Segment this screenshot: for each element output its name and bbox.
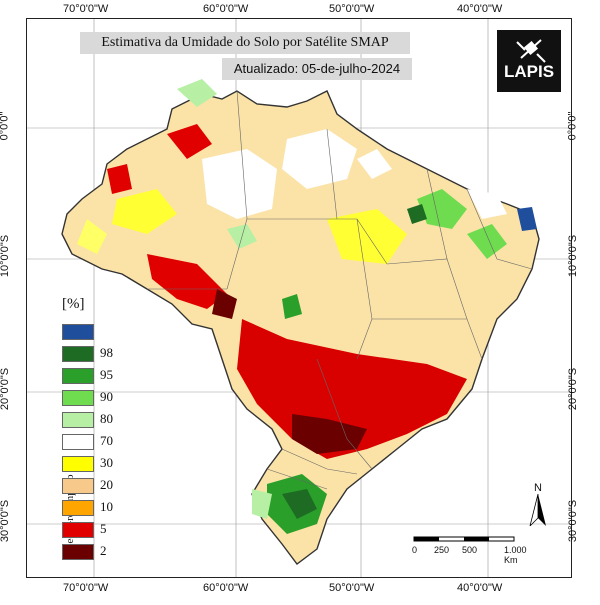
legend-swatch (62, 346, 94, 362)
scale-tick-250: 250 (434, 545, 450, 555)
left-lat-label-2: 10°0'0"S (0, 234, 12, 278)
legend-label: 30 (100, 455, 113, 470)
legend-swatch (62, 368, 94, 384)
legend-label: 98 (100, 345, 113, 360)
legend-label: 80 (100, 411, 113, 426)
bottom-lon-label-1: 70°0'0"W (63, 582, 109, 594)
bottom-lon-label-3: 50°0'0"W (329, 582, 375, 594)
right-lat-label-1: 0°0'0" (566, 111, 579, 141)
right-lat-label-4: 30°0'0"S (567, 499, 580, 543)
legend-label: 20 (100, 477, 113, 492)
legend-title: [%] (62, 296, 85, 312)
legend-swatch (62, 500, 94, 516)
left-lat-label-1: 0°0'0" (0, 111, 11, 141)
soil-moisture-map (27, 19, 571, 577)
north-label: N (534, 482, 542, 494)
logo-text: LAPIS (503, 62, 555, 81)
legend-label: 10 (100, 499, 113, 514)
top-lon-label-1: 70°0'0"W (63, 3, 109, 15)
top-lon-label-3: 50°0'0"W (329, 3, 375, 15)
satellite-icon (516, 39, 546, 63)
top-lon-label-4: 40°0'0"W (457, 3, 503, 15)
legend-label: 70 (100, 433, 113, 448)
scale-tick-0: 0 (412, 545, 418, 555)
legend-swatch (62, 324, 94, 340)
legend-swatch (62, 522, 94, 538)
scale-tick-1000: 1.000 Km (504, 545, 527, 565)
legend-label: 90 (100, 389, 113, 404)
scale-tick-500: 500 (462, 545, 478, 555)
legend-label: 2 (100, 543, 107, 558)
legend-swatch (62, 544, 94, 560)
legend-swatch (62, 412, 94, 428)
north-arrow-icon (529, 493, 546, 528)
right-lat-label-2: 10°0'0"S (567, 234, 580, 278)
lapis-logo: LAPIS (497, 30, 561, 92)
map-frame (26, 18, 572, 578)
legend-label: 5 (100, 521, 107, 536)
north-arrow: N (528, 482, 548, 528)
bottom-lon-label-2: 60°0'0"W (203, 582, 249, 594)
left-lat-label-4: 30°0'0"S (0, 499, 12, 543)
moisture-patches (77, 79, 537, 534)
scale-bar: 0 250 500 1.000 Km (412, 535, 532, 565)
legend-swatch (62, 478, 94, 494)
map-title: Estimativa da Umidade do Solo por Satéli… (80, 32, 410, 54)
legend-swatch (62, 390, 94, 406)
legend-label: 95 (100, 367, 113, 382)
update-date: Atualizado: 05-de-julho-2024 (222, 58, 412, 80)
legend-swatch (62, 434, 94, 450)
left-lat-label-3: 20°0'0"S (0, 367, 12, 411)
state-borders (147, 90, 533, 490)
bottom-lon-label-4: 40°0'0"W (457, 582, 503, 594)
legend-swatch (62, 456, 94, 472)
scale-bar-graphic (413, 536, 515, 542)
top-lon-label-2: 60°0'0"W (203, 3, 249, 15)
right-lat-label-3: 20°0'0"S (567, 367, 580, 411)
